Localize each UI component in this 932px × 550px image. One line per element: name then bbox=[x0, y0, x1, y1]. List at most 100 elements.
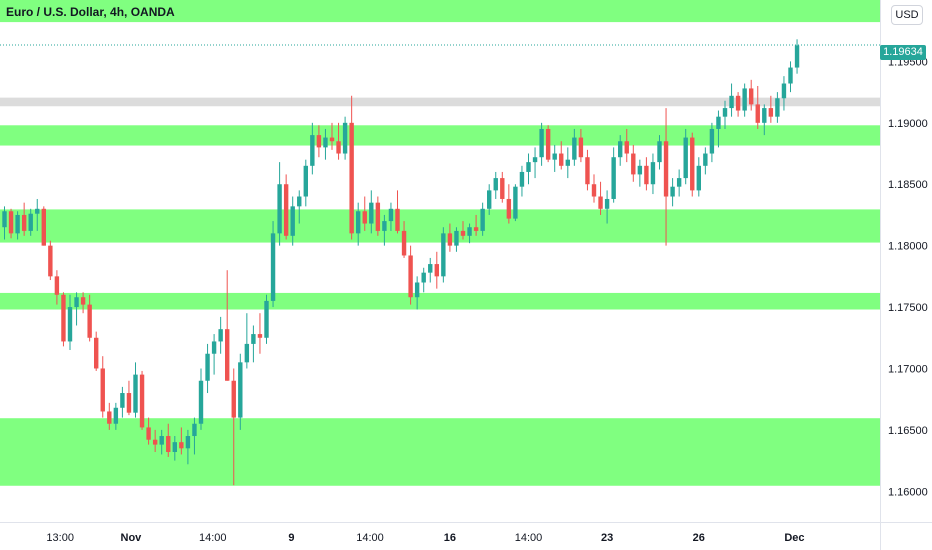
candles-layer bbox=[2, 39, 800, 486]
candle-body bbox=[781, 83, 787, 99]
candle-120 bbox=[788, 61, 793, 93]
candle-65 bbox=[428, 257, 433, 283]
candle-body bbox=[94, 337, 99, 369]
candle-53 bbox=[349, 95, 354, 240]
candle-107 bbox=[703, 147, 708, 175]
candle-body bbox=[703, 153, 708, 166]
candle-73 bbox=[480, 202, 485, 236]
candle-body bbox=[539, 128, 544, 158]
candle-body bbox=[297, 196, 302, 207]
candle-body bbox=[467, 227, 472, 236]
candle-22 bbox=[146, 417, 151, 445]
candle-body bbox=[362, 211, 367, 224]
candle-90 bbox=[591, 174, 597, 203]
candle-60 bbox=[395, 190, 400, 234]
candle-body bbox=[506, 198, 512, 219]
candle-94 bbox=[618, 135, 623, 166]
candle-body bbox=[526, 162, 531, 172]
candle-13 bbox=[87, 294, 92, 342]
candle-76 bbox=[500, 171, 505, 203]
candle-body bbox=[152, 439, 158, 445]
candle-25 bbox=[166, 423, 171, 457]
candle-63 bbox=[414, 276, 420, 310]
candle-body bbox=[572, 137, 577, 160]
zone-green-5 bbox=[0, 418, 880, 486]
x-tick-label: 13:00 bbox=[46, 532, 74, 544]
candle-body bbox=[185, 436, 191, 449]
candle-body bbox=[80, 297, 86, 305]
candle-104 bbox=[683, 128, 688, 185]
y-tick-label: 1.19000 bbox=[888, 118, 928, 130]
candle-body bbox=[329, 137, 335, 142]
candle-body bbox=[493, 178, 498, 191]
candle-20 bbox=[133, 362, 138, 418]
candle-body bbox=[709, 128, 715, 154]
candle-7 bbox=[48, 240, 53, 281]
candle-103 bbox=[676, 169, 682, 197]
zone-green-2 bbox=[0, 125, 880, 146]
candle-body bbox=[41, 208, 46, 246]
candle-body bbox=[487, 190, 492, 209]
candle-56 bbox=[369, 190, 374, 234]
candle-30 bbox=[198, 368, 204, 430]
candle-body bbox=[729, 95, 734, 109]
candle-110 bbox=[722, 100, 728, 129]
candle-106 bbox=[696, 157, 701, 197]
candle-72 bbox=[473, 214, 479, 236]
candle-59 bbox=[388, 202, 394, 231]
candle-105 bbox=[690, 132, 695, 197]
candle-body bbox=[460, 230, 466, 236]
candle-body bbox=[755, 104, 760, 123]
candle-101 bbox=[663, 108, 669, 246]
candle-44 bbox=[290, 196, 295, 246]
candle-body bbox=[552, 153, 557, 160]
candle-body bbox=[251, 334, 256, 344]
candle-49 bbox=[323, 128, 328, 160]
candle-102 bbox=[670, 178, 675, 207]
candle-body bbox=[172, 442, 177, 452]
candle-body bbox=[670, 186, 675, 197]
currency-button[interactable]: USD bbox=[891, 5, 923, 25]
candle-body bbox=[532, 157, 538, 163]
candle-body bbox=[113, 407, 119, 424]
candle-4 bbox=[28, 208, 33, 236]
candle-5 bbox=[35, 198, 40, 231]
candle-body bbox=[238, 362, 243, 418]
candle-body bbox=[513, 186, 518, 219]
candle-body bbox=[192, 423, 197, 437]
candle-86 bbox=[565, 147, 570, 179]
candle-body bbox=[663, 141, 669, 197]
candle-87 bbox=[572, 128, 577, 166]
y-tick-label: 1.17000 bbox=[888, 363, 928, 375]
candle-body bbox=[28, 213, 33, 231]
candle-body bbox=[67, 307, 73, 342]
candle-body bbox=[578, 137, 584, 158]
candle-11 bbox=[74, 292, 79, 326]
candle-body bbox=[54, 276, 60, 295]
candle-body bbox=[323, 137, 328, 148]
candle-45 bbox=[297, 190, 302, 224]
candle-body bbox=[395, 208, 400, 231]
candle-body bbox=[788, 67, 793, 84]
candle-body bbox=[762, 108, 767, 123]
candle-body bbox=[35, 208, 40, 214]
candle-body bbox=[676, 178, 682, 187]
candle-33 bbox=[218, 316, 223, 354]
candle-98 bbox=[644, 157, 649, 191]
y-tick-label: 1.16500 bbox=[888, 425, 928, 437]
candle-67 bbox=[441, 227, 446, 283]
candle-body bbox=[87, 304, 92, 338]
candle-body bbox=[356, 211, 361, 234]
candle-body bbox=[401, 230, 407, 256]
candle-body bbox=[349, 122, 354, 234]
candle-82 bbox=[539, 122, 544, 166]
candle-52 bbox=[342, 116, 348, 160]
candle-body bbox=[290, 206, 295, 236]
candle-body bbox=[473, 227, 479, 231]
candle-body bbox=[722, 108, 728, 117]
candle-body bbox=[179, 442, 184, 449]
candle-38 bbox=[251, 325, 256, 363]
candle-66 bbox=[434, 251, 439, 289]
